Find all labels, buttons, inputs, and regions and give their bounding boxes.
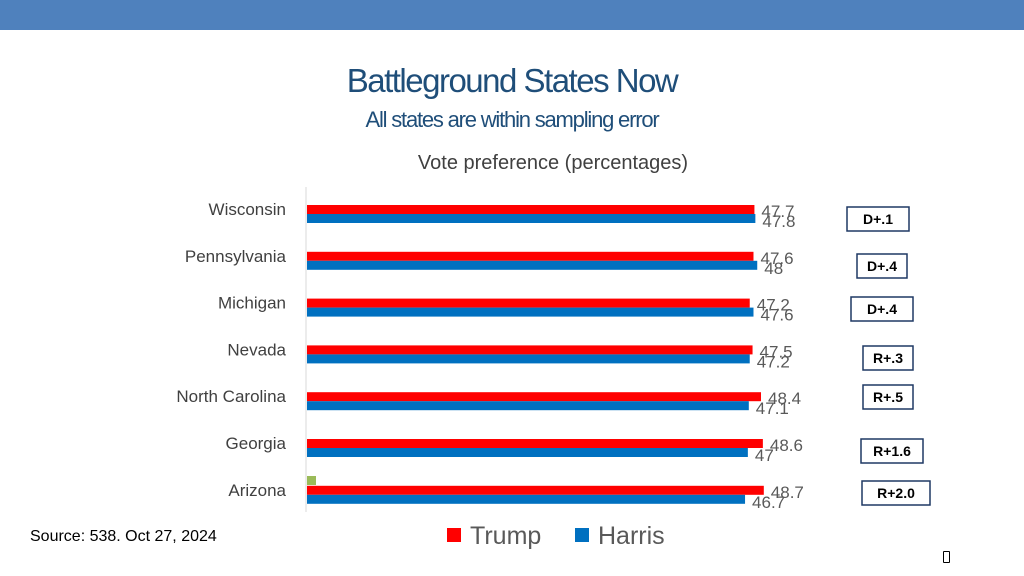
margin-badge-label: R+.3 [873,350,903,366]
margin-badge-box [850,296,914,322]
margin-badge-box [860,438,924,464]
top-accent-bar [0,0,1024,30]
trump-value-label: 47.6 [760,249,793,268]
harris-value-label: 46.7 [752,493,785,512]
trump-value-label: 47.2 [757,296,790,315]
trump-value-label: 48.6 [770,436,803,455]
trump-value-label: 48.7 [771,483,804,502]
harris-value-label: 47.1 [756,399,789,418]
margin-badge-label: R+2.0 [877,485,915,501]
harris-value-label: 47 [755,446,774,465]
harris-bar [307,448,748,457]
trump-bar [307,485,764,495]
legend-label-harris: Harris [598,522,665,550]
harris-bar [307,214,756,223]
source-note: Source: 538. Oct 27, 2024 [30,528,217,545]
margin-badge-label: D+.4 [867,301,897,317]
harris-bar [307,260,758,270]
category-label: Georgia [226,434,287,453]
slide-number-icon [943,551,950,563]
trump-bar [307,439,763,448]
margin-badge-box [856,253,908,279]
category-label: Pennsylvania [185,247,287,266]
margin-badge-box [862,345,914,371]
trump-bar [307,345,753,355]
trump-bar [307,205,755,214]
harris-bar [307,354,750,364]
legend-swatch-trump [447,528,461,542]
category-label: Wisconsin [209,200,286,219]
category-label: Arizona [228,481,286,500]
chart-title: Vote preference (percentages) [418,152,688,174]
trump-value-label: 48.4 [768,389,801,408]
margin-badge-label: D+.1 [863,211,893,227]
legend-label-trump: Trump [470,522,541,550]
category-label: North Carolina [176,387,286,406]
margin-badge-label: D+.4 [867,258,897,274]
trump-value-label: 47.7 [761,202,794,221]
trump-bar [307,392,761,402]
harris-value-label: 47.6 [760,306,793,325]
slide-title: Battleground States Now [346,62,679,99]
harris-bar [307,494,746,504]
harris-bar [307,401,749,411]
margin-badge-label: R+1.6 [873,443,911,459]
margin-badge-box [861,480,931,506]
stray-series-mark [307,476,316,485]
legend-swatch-harris [575,528,589,542]
trump-value-label: 47.5 [760,342,793,361]
margin-badge-box [862,384,914,410]
trump-bar [307,251,754,261]
harris-value-label: 47.2 [757,352,790,371]
harris-value-label: 47.8 [762,212,795,231]
harris-bar [307,307,754,317]
category-label: Nevada [227,340,286,359]
slide-subtitle: All states are within sampling error [365,107,659,132]
category-label: Michigan [218,294,286,313]
harris-value-label: 48 [764,259,783,278]
margin-badge-label: R+.5 [873,389,903,405]
trump-bar [307,298,750,308]
margin-badge-box [846,206,910,232]
